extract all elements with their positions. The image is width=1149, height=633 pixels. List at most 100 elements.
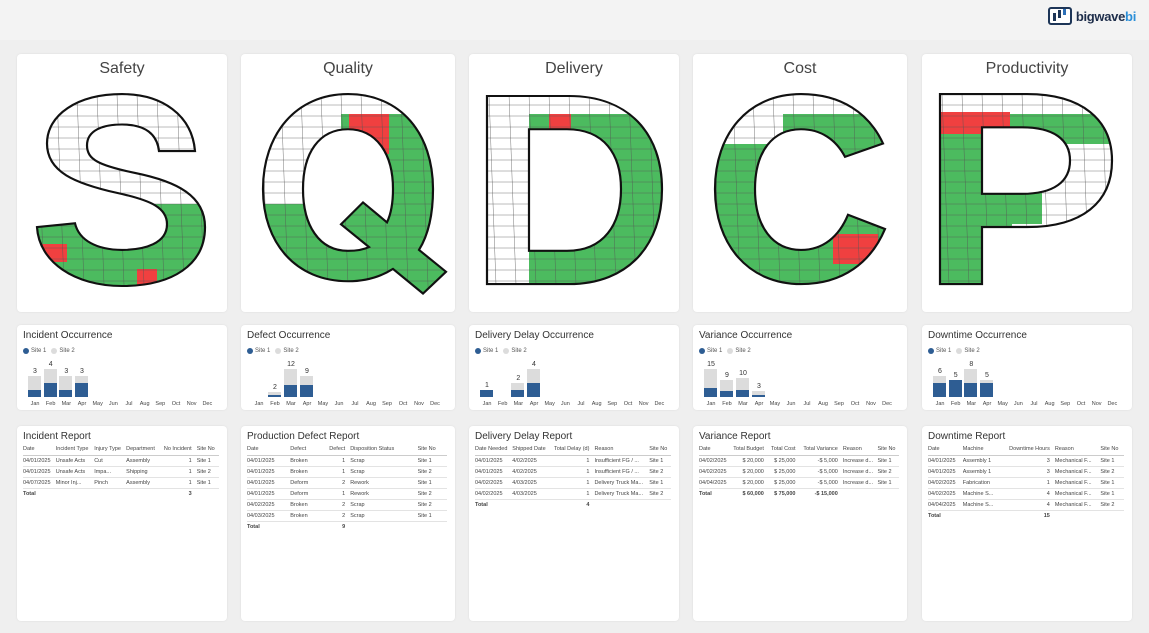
column-header[interactable]: Site No — [877, 446, 899, 456]
legend-site1[interactable]: Site 1 — [475, 348, 498, 354]
bar-site1[interactable] — [964, 383, 978, 397]
bar-site1[interactable] — [720, 391, 733, 397]
column-header[interactable]: Date Needed — [475, 446, 513, 456]
bar-site1[interactable] — [284, 385, 297, 397]
bar-site2[interactable] — [964, 369, 978, 383]
table-row[interactable]: 04/01/2025 Unsafe Acts Cut Assembly 1 Site 1 — [23, 455, 219, 467]
table-row[interactable]: 04/02/2025 Machine S... 4 Mechanical F... Si… — [928, 488, 1124, 500]
table-row[interactable]: 04/03/2025 Broken 2 Scrap Site 1 — [247, 510, 447, 522]
table-row[interactable]: 04/02/2025 4/03/2025 1 Delivery Truck Ma...… — [475, 488, 671, 500]
column-header[interactable]: Incident Type — [55, 446, 95, 456]
column-header[interactable]: Reason — [594, 446, 650, 456]
legend-site1[interactable]: Site 1 — [928, 348, 951, 354]
column-header[interactable]: Date — [247, 446, 291, 456]
column-header[interactable]: Date — [928, 446, 963, 456]
bar-site2[interactable] — [980, 379, 993, 383]
column-header[interactable]: Reason — [842, 446, 878, 456]
column-header[interactable]: No Incident — [160, 446, 197, 456]
column-header[interactable]: Disposition Status — [350, 446, 418, 456]
table-row[interactable]: 04/01/2025 Broken 1 Scrap Site 1 — [247, 455, 447, 467]
bar-site1[interactable] — [948, 379, 962, 397]
column-header[interactable]: Reason — [1054, 446, 1101, 456]
column-header[interactable]: Downtime Hours — [1001, 446, 1055, 456]
bar-site1[interactable] — [704, 387, 717, 397]
table-row[interactable]: 04/01/2025 4/02/2025 1 Insufficient FG / ..… — [475, 455, 671, 467]
bar-site2[interactable] — [268, 392, 281, 395]
table-row[interactable]: 04/01/2025 Assembly 1 3 Mechanical F... Site… — [928, 455, 1124, 467]
table-row[interactable]: 04/01/2025 Broken 1 Scrap Site 2 — [247, 466, 447, 478]
table-row[interactable]: 04/02/2025 Broken 2 Scrap Site 2 — [247, 499, 447, 511]
bar-site2[interactable] — [28, 376, 41, 390]
column-header[interactable]: Site No — [649, 446, 671, 456]
table-row[interactable]: 04/01/2025 Assembly 1 3 Mechanical F... Site… — [928, 466, 1124, 478]
bar-site1[interactable] — [75, 383, 88, 397]
table-row[interactable]: 04/01/2025 Deform 1 Rework Site 2 — [247, 488, 447, 500]
column-header[interactable]: Injury Type — [94, 446, 127, 456]
column-header[interactable]: Total Variance — [800, 446, 843, 456]
table-row[interactable]: 04/01/2025 Deform 2 Rework Site 1 — [247, 477, 447, 489]
bar-site2[interactable] — [527, 369, 540, 383]
column-header[interactable]: Total Budget — [730, 446, 769, 456]
table-row[interactable]: 04/01/2025 Unsafe Acts Impa... Shipping 1 Sit… — [23, 466, 219, 478]
table-row[interactable]: 04/02/2025 4/03/2025 1 Delivery Truck Ma...… — [475, 477, 671, 489]
column-header[interactable]: Date — [23, 446, 56, 456]
bar-site2[interactable] — [75, 376, 88, 383]
bar-site1[interactable] — [59, 390, 73, 397]
legend-site1[interactable]: Site 1 — [247, 348, 270, 354]
column-header[interactable]: Shipped Date — [512, 446, 551, 456]
column-header[interactable]: Site No — [417, 446, 447, 456]
bar-site2[interactable] — [284, 369, 297, 386]
bar-site1[interactable] — [43, 383, 57, 397]
bar-site1[interactable] — [736, 389, 749, 397]
total-row[interactable]: Total 4 — [475, 500, 671, 511]
total-row[interactable]: Total 15 — [928, 511, 1124, 522]
table-cell: 04/02/2025 — [247, 499, 291, 511]
bar-site2[interactable] — [933, 376, 946, 383]
legend-site2[interactable]: Site 2 — [727, 348, 751, 354]
table-row[interactable]: 04/02/2025 Fabrication 1 Mechanical F... Sit… — [928, 477, 1124, 489]
column-header[interactable]: Total Delay (d) — [550, 446, 595, 456]
bar-site1[interactable] — [511, 390, 525, 397]
total-row[interactable]: Total $ 60,000 $ 75,000 -$ 15,000 — [699, 489, 899, 500]
column-header[interactable]: Department — [126, 446, 161, 456]
total-row[interactable]: Total 3 — [23, 489, 219, 500]
bar-site1[interactable] — [752, 395, 765, 397]
bar-site1[interactable] — [300, 385, 313, 397]
table-cell: 1 — [550, 455, 595, 467]
table-row[interactable]: 04/07/2025 Minor Inj... Pinch Assembly 1 Site… — [23, 477, 219, 489]
bar-site2[interactable] — [511, 383, 525, 390]
legend-site1[interactable]: Site 1 — [699, 348, 722, 354]
bar-site1[interactable] — [268, 394, 281, 397]
bar-site2[interactable] — [43, 369, 57, 383]
bar-site2[interactable] — [752, 391, 765, 396]
legend-site2[interactable]: Site 2 — [275, 348, 299, 354]
bar-site2[interactable] — [300, 376, 313, 386]
bar-site1[interactable] — [527, 383, 540, 397]
bar-site2[interactable] — [59, 376, 73, 390]
bar-site2[interactable] — [720, 380, 733, 392]
table-row[interactable]: 04/02/2025 $ 20,000 $ 25,000 -$ 5,000 Increa… — [699, 466, 899, 478]
table-row[interactable]: 04/02/2025 $ 20,000 $ 25,000 -$ 5,000 Increa… — [699, 455, 899, 467]
table-row[interactable]: 04/04/2025 Machine S... 4 Mechanical F... Si… — [928, 499, 1124, 511]
total-row[interactable]: Total 9 — [247, 522, 447, 533]
bar-site1[interactable] — [28, 390, 41, 397]
legend-site2[interactable]: Site 2 — [503, 348, 527, 354]
table-row[interactable]: 04/04/2025 $ 20,000 $ 25,000 -$ 5,000 Increa… — [699, 477, 899, 489]
column-header[interactable]: Site No — [196, 446, 219, 456]
column-header[interactable]: Defect — [319, 446, 351, 456]
column-header[interactable]: Machine — [962, 446, 1002, 456]
legend-site2[interactable]: Site 2 — [956, 348, 980, 354]
bar-site2[interactable] — [704, 369, 717, 388]
bar-site2[interactable] — [736, 378, 749, 390]
bar-site1[interactable] — [480, 390, 493, 397]
legend-site2[interactable]: Site 2 — [51, 348, 75, 354]
bar-site1[interactable] — [980, 383, 993, 397]
legend-site1[interactable]: Site 1 — [23, 348, 46, 354]
column-header[interactable]: Date — [699, 446, 731, 456]
table-row[interactable]: 04/01/2025 4/02/2025 1 Insufficient FG / ..… — [475, 466, 671, 478]
bar-site1[interactable] — [933, 383, 946, 397]
table-cell: Machine S... — [962, 499, 1002, 511]
column-header[interactable]: Total Cost — [768, 446, 801, 456]
column-header[interactable]: Defect — [290, 446, 320, 456]
column-header[interactable]: Site No — [1100, 446, 1124, 456]
